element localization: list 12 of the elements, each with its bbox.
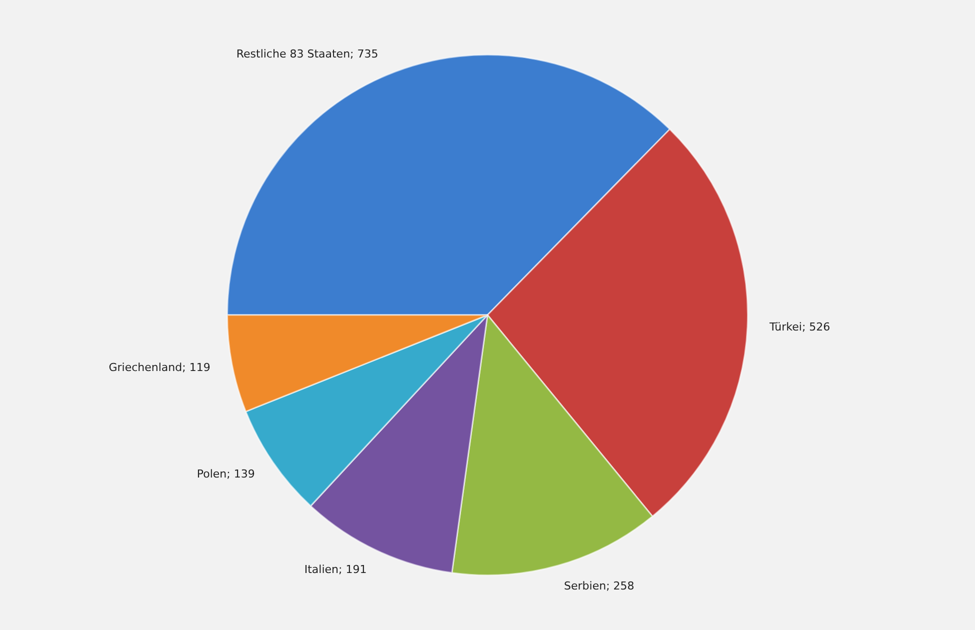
slice-label: Türkei (768, 320, 802, 334)
slice-label: Griechenland (108, 361, 182, 374)
data-label: ; 139 (226, 468, 255, 481)
data-label: ; 526 (802, 320, 830, 334)
slice-label: Polen (196, 468, 227, 481)
data-label: ; 119 (182, 361, 210, 374)
slice-label: Serbien (564, 580, 606, 593)
data-label: ; 191 (338, 562, 367, 576)
data-label: ; 258 (606, 580, 634, 593)
slice-label: Restliche 83 Staaten (236, 48, 350, 61)
data-label: ; 735 (350, 48, 378, 61)
slice-label: Italien (304, 562, 339, 576)
